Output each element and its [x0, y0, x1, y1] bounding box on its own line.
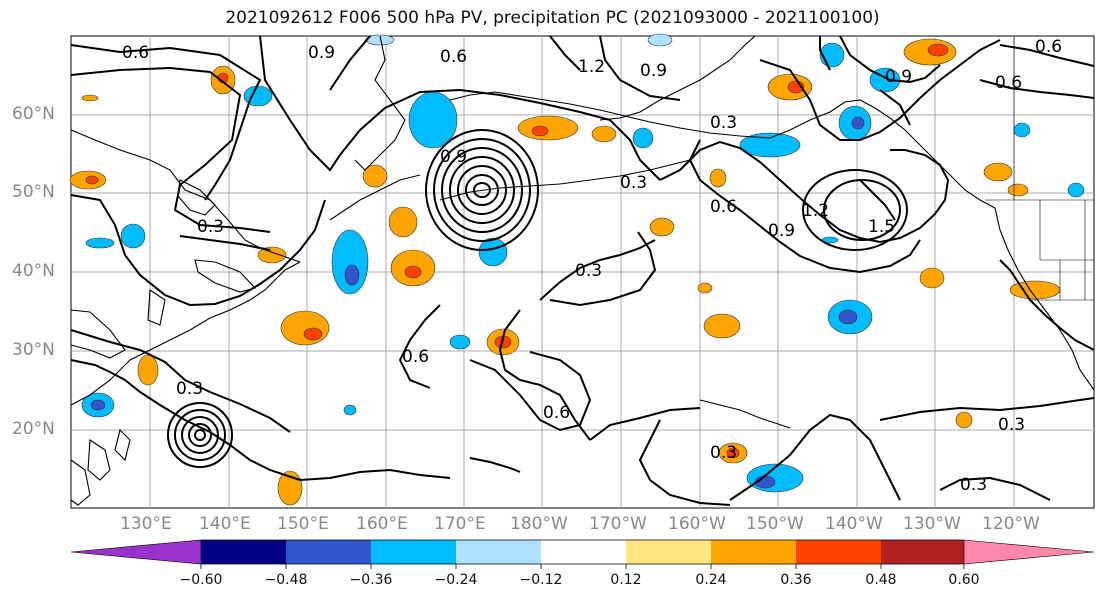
contour-label: 0.9	[768, 221, 795, 241]
lon-label: 130°E	[120, 514, 172, 534]
contour-label: 1.5	[868, 217, 895, 237]
colorbar-label: 0.60	[948, 572, 980, 588]
contour-label: 1.2	[578, 57, 605, 77]
borders	[985, 36, 1094, 301]
colorbar-segment	[711, 540, 796, 564]
contour-label: 0.3	[197, 217, 224, 237]
grid-lines	[71, 36, 1094, 508]
colorbar-segment	[796, 540, 881, 564]
contour-label: 0.3	[960, 475, 987, 495]
lon-label: 140°W	[825, 514, 883, 534]
contour-label-group: 0.6 0.9 0.6 1.2 0.9 0.6 0.9 0.6 0.3 0.9 …	[122, 37, 1062, 495]
contour-label: 0.6	[1035, 37, 1062, 57]
contour-label: 0.6	[710, 197, 737, 217]
lon-label: 130°W	[903, 514, 961, 534]
lon-label: 150°E	[277, 514, 329, 534]
map-title: 2021092612 F006 500 hPa PV, precipitatio…	[225, 8, 880, 28]
lon-label: 160°E	[356, 514, 408, 534]
colorbar-label: −0.24	[434, 572, 478, 588]
colorbar-segment	[286, 540, 371, 564]
colorbar-label: −0.36	[349, 572, 393, 588]
lat-label: 50°N	[12, 182, 55, 202]
colorbar-label: −0.48	[264, 572, 308, 588]
colorbar-label: 0.24	[695, 572, 727, 588]
pv-max-west-pacific	[425, 129, 539, 251]
lon-label: 180°W	[510, 514, 568, 534]
colorbar-segment	[541, 540, 626, 564]
contour-label: 0.9	[640, 61, 667, 81]
contour-label: 0.9	[308, 43, 335, 63]
lon-label: 120°W	[982, 514, 1040, 534]
lon-label: 140°E	[199, 514, 251, 534]
pv-contours	[70, 35, 1095, 506]
precip-negative-blobs	[81, 33, 1085, 493]
lon-label: 170°W	[589, 514, 647, 534]
contour-label: 0.3	[620, 173, 647, 193]
contour-label: 1.2	[802, 201, 829, 221]
contour-label: 0.6	[995, 73, 1022, 93]
contour-label: 0.3	[575, 261, 602, 281]
lat-label: 20°N	[12, 419, 55, 439]
colorbar-label: 0.36	[780, 572, 812, 588]
lat-label: 60°N	[12, 104, 55, 124]
lon-label: 160°W	[668, 514, 726, 534]
pv-max-gulf-alaska	[802, 169, 908, 251]
colorbar-segment	[70, 539, 202, 565]
contour-label: 0.3	[998, 415, 1025, 435]
colorbar	[70, 539, 1095, 569]
colorbar-segment	[371, 540, 456, 564]
contour-label: 0.3	[176, 379, 203, 399]
lon-label: 150°W	[746, 514, 804, 534]
contour-label: 0.6	[122, 43, 149, 63]
contour-label: 0.6	[543, 403, 570, 423]
pv-max-typhoon	[167, 402, 233, 468]
contour-label: 0.3	[710, 443, 737, 463]
colorbar-label: −0.60	[179, 572, 223, 588]
contour-label: 0.6	[402, 347, 429, 367]
contour-label: 0.9	[440, 147, 467, 167]
colorbar-label: 0.48	[865, 572, 897, 588]
colorbar-segment	[456, 540, 541, 564]
colorbar-label: 0.12	[610, 572, 642, 588]
contour-label: 0.6	[440, 47, 467, 67]
contour-label: 0.9	[885, 67, 912, 87]
colorbar-segment	[201, 540, 286, 564]
contour-label: 0.3	[710, 113, 737, 133]
lon-label: 170°E	[434, 514, 486, 534]
colorbar-segment	[881, 540, 964, 564]
colorbar-label: −0.12	[519, 572, 563, 588]
lat-label: 30°N	[12, 340, 55, 360]
colorbar-segment	[626, 540, 711, 564]
lat-label: 40°N	[12, 261, 55, 281]
colorbar-segment	[963, 539, 1095, 565]
